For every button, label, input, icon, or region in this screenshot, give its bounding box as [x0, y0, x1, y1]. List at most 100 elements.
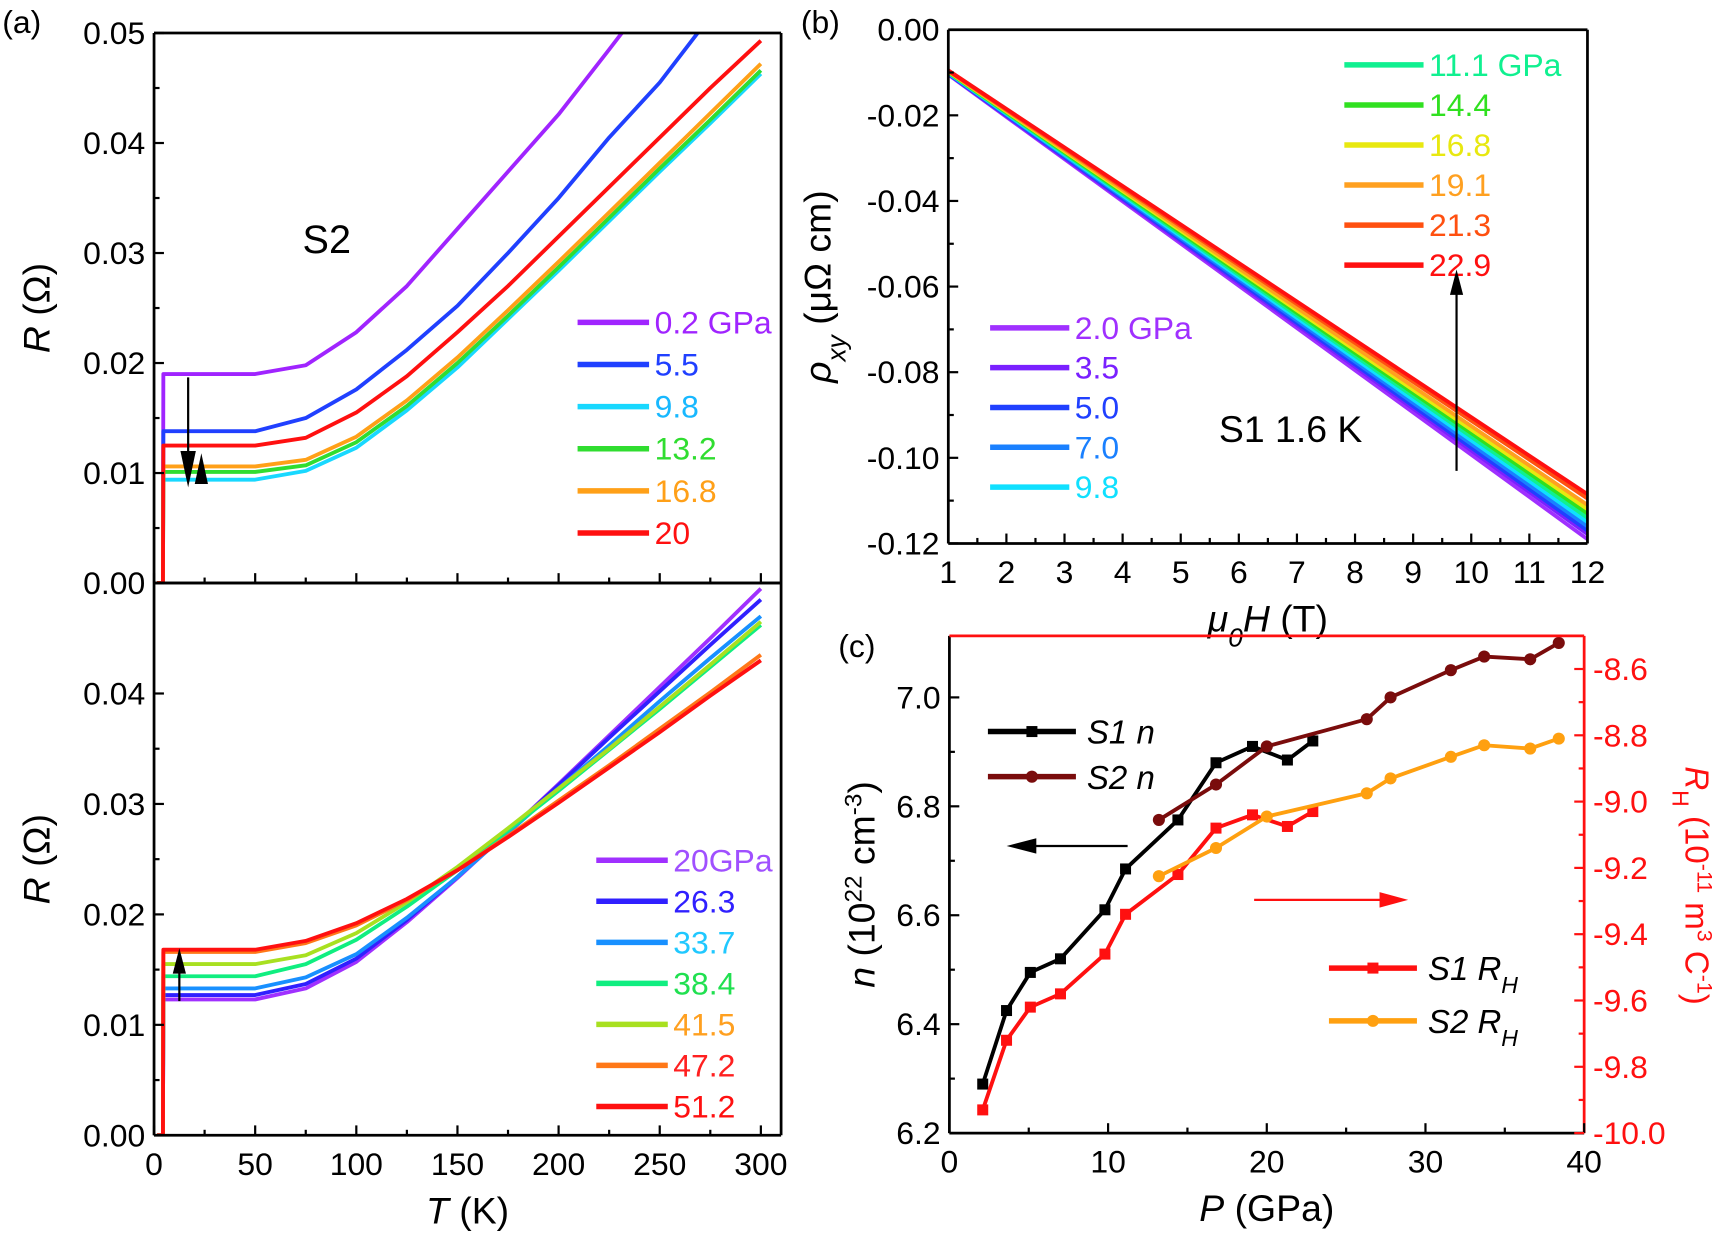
data-point-circle — [1209, 841, 1223, 855]
y2-tick-label: -9.8 — [1593, 1049, 1648, 1085]
legend-item: 38.4 — [596, 965, 735, 1001]
y2-tick-label: -10.0 — [1593, 1115, 1666, 1151]
legend-label: 16.8 — [655, 473, 717, 509]
y2-axis-label: RH (10-11 m3 C-1) — [1667, 766, 1716, 1004]
data-point-circle — [1478, 650, 1491, 663]
label-part: (K) — [449, 1189, 509, 1231]
chart-c: 0 10 20 30 40 6.2 6.4 6.6 6.8 7.0 -10.0 -9.8 -9.6 -9.… — [840, 634, 1716, 1229]
legend-item: 26.3 — [596, 883, 735, 919]
series-line — [157, 72, 763, 584]
data-point-circle — [1444, 664, 1457, 677]
legend-item: 14.4 — [1344, 87, 1491, 123]
y-tick-label: 0.01 — [83, 1007, 145, 1043]
label-part: (10 — [841, 903, 883, 967]
data-point-square — [1172, 869, 1184, 881]
y-axis-label: R (Ω) — [16, 814, 58, 904]
legend-label: 13.2 — [655, 431, 717, 467]
label-part: R — [16, 877, 58, 904]
label-part: (10 — [1678, 807, 1715, 864]
series-line — [157, 39, 763, 584]
y-tick-label: -0.04 — [867, 183, 940, 219]
x-axis-label: P (GPa) — [1199, 1187, 1334, 1229]
series-group — [948, 68, 1588, 541]
data-point-circle — [1384, 691, 1397, 704]
y-tick-label: 0.05 — [83, 15, 145, 51]
label-part: -1 — [1692, 975, 1716, 994]
legend-label: 26.3 — [673, 883, 735, 919]
y-tick-label: 0.04 — [83, 675, 145, 711]
y-tick-label: 6.2 — [896, 1115, 940, 1151]
y-tick-label: 0.03 — [83, 235, 145, 271]
y-tick-label: 0.02 — [83, 345, 145, 381]
y-tick-label: -0.12 — [867, 525, 940, 561]
label-part: ) — [841, 781, 883, 793]
label-part: C — [1678, 942, 1715, 975]
y-tick-label: 6.8 — [896, 788, 940, 824]
data-point-circle — [1152, 870, 1165, 883]
panel-label: (c) — [838, 628, 875, 664]
label-part: S2 R — [1428, 1003, 1501, 1040]
data-point-circle — [1209, 778, 1223, 791]
x-tick-label: 6 — [1230, 554, 1248, 590]
legend-label: 11.1 GPa — [1429, 47, 1562, 83]
x-tick-label: 2 — [998, 554, 1016, 590]
x-tick-label: 50 — [237, 1146, 272, 1182]
legend-label: 21.3 — [1429, 207, 1491, 243]
label-part: 3 — [1692, 930, 1716, 942]
legend-item: 5.0 — [990, 389, 1119, 425]
chart-a_bottom: 0 50 100 150 200 250 300 0.00 0.01 0.02 0.03 0.04 T … — [16, 581, 787, 1231]
legend-item: 9.8 — [577, 389, 699, 425]
legend: 20GPa 26.3 33.7 38.4 41.5 47.2 51.2 — [596, 842, 773, 1124]
y2-tick-label: -8.6 — [1593, 651, 1648, 687]
y-tick-label: -0.08 — [867, 354, 940, 390]
arrow-right-icon-head — [1379, 892, 1409, 908]
x-tick-label: 1 — [939, 554, 957, 590]
legend-label: 41.5 — [673, 1006, 735, 1042]
arrow-down-icon-head — [180, 451, 196, 488]
arrow-up-icon-head — [172, 948, 186, 974]
y-tick-label: 0.00 — [83, 1117, 145, 1153]
label-part: H — [1667, 790, 1693, 807]
label-part: μ — [1207, 597, 1229, 639]
data-point-circle — [1524, 742, 1537, 755]
x-tick-label: 150 — [431, 1146, 484, 1182]
x-tick-label: 12 — [1570, 554, 1605, 590]
series-line — [980, 809, 1314, 1111]
legend-item: 33.7 — [596, 924, 735, 960]
data-point-square — [1120, 908, 1132, 920]
legend-label: 47.2 — [673, 1047, 735, 1083]
data-point-square — [1024, 966, 1036, 978]
series-group — [977, 636, 1565, 1116]
label-part: -3 — [840, 794, 867, 816]
legend-item: 13.2 — [577, 431, 717, 467]
data-point-square — [1247, 809, 1259, 821]
legend-label: 2.0 GPa — [1075, 310, 1192, 346]
y-axis-label: n (1022 cm-3) — [840, 781, 882, 988]
data-point-square — [1172, 814, 1184, 826]
legend-label: 33.7 — [673, 924, 735, 960]
label-part: 22 — [840, 875, 867, 902]
label-part: P — [1199, 1187, 1224, 1229]
label-part: cm — [841, 815, 883, 875]
legend-label: 5.0 — [1075, 389, 1119, 425]
data-point-circle — [1524, 653, 1537, 666]
y-tick-label: -0.02 — [867, 97, 940, 133]
data-point-square — [1281, 754, 1293, 766]
series-line — [157, 62, 763, 584]
x-tick-label: 0 — [145, 1146, 163, 1182]
series-line — [157, 620, 763, 1136]
x-tick-label: 100 — [330, 1146, 383, 1182]
y-axis-label: R (Ω) — [16, 263, 58, 353]
series-group — [157, 33, 763, 584]
legend-item: 16.8 — [1344, 127, 1491, 163]
x-tick-label: 40 — [1566, 1144, 1601, 1180]
legend-item: 21.3 — [1344, 207, 1491, 243]
series-line — [157, 614, 763, 1136]
label-part: m — [1678, 893, 1715, 930]
data-point-square — [1281, 820, 1293, 832]
label-part: T — [426, 1189, 452, 1231]
data-point-square — [1099, 948, 1111, 960]
x-tick-label: 7 — [1288, 554, 1306, 590]
